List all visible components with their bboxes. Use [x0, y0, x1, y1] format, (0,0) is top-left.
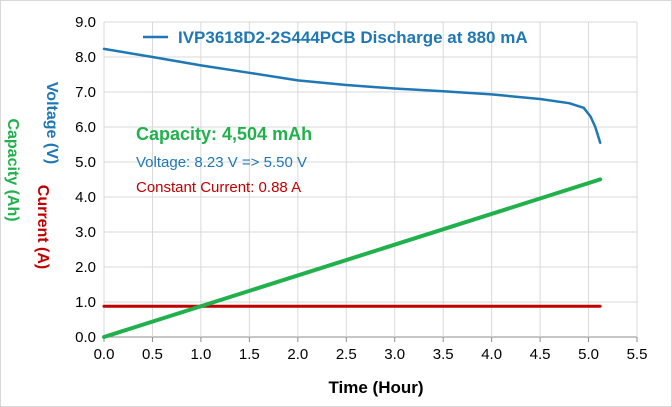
- x-tick-label: 2.5: [336, 346, 357, 363]
- x-tick-label: 0.0: [94, 346, 115, 363]
- grid-lines: [103, 21, 638, 342]
- x-tick-label: 1.5: [239, 346, 260, 363]
- x-tick-label: 2.0: [287, 346, 308, 363]
- legend: IVP3618D2-2S444PCB Discharge at 880 mA: [143, 28, 528, 47]
- y-tick-label: 8.0: [75, 49, 96, 66]
- x-axis-label: Time (Hour): [328, 378, 423, 397]
- y-tick-label: 5.0: [75, 154, 96, 171]
- y-axis-label-current: Current (A): [34, 185, 51, 269]
- y-tick-label: 6.0: [75, 119, 96, 136]
- x-tick-label: 5.0: [578, 346, 599, 363]
- x-tick-label: 1.0: [190, 346, 211, 363]
- series-line-voltage: [102, 47, 602, 145]
- x-tick-label: 5.5: [627, 346, 648, 363]
- y-tick-label: 7.0: [75, 84, 96, 101]
- y-tick-label: 2.0: [75, 259, 96, 276]
- annotation-voltage: Voltage: 8.23 V => 5.50 V: [136, 154, 307, 171]
- x-tick-label: 4.0: [481, 346, 502, 363]
- y-tick-label: 9.0: [75, 14, 96, 31]
- series-lines: [102, 47, 603, 339]
- y-tick-label: 1.0: [75, 294, 96, 311]
- x-tick-label: 3.0: [384, 346, 405, 363]
- y-axis-label-voltage: Voltage (V): [43, 82, 60, 164]
- tick-labels: 0.0 1.0 2.0 3.0 4.0 5.0 6.0 7.0 8.0 9.0 0.0 0.5 1.0 1…: [75, 14, 647, 363]
- x-tick-label: 0.5: [142, 346, 163, 363]
- chart-title: IVP3618D2-2S444PCB Discharge at 880 mA: [178, 28, 528, 47]
- y-tick-label: 0.0: [75, 329, 96, 346]
- x-tick-label: 4.5: [530, 346, 551, 363]
- annotation-capacity: Capacity: 4,504 mAh: [136, 124, 312, 144]
- y-tick-label: 4.0: [75, 189, 96, 206]
- annotation-current: Constant Current: 0.88 A: [136, 179, 301, 196]
- y-tick-label: 3.0: [75, 224, 96, 241]
- y-axis-label-capacity: Capacity (Ah): [4, 118, 21, 221]
- x-tick-label: 3.5: [433, 346, 454, 363]
- series-line-capacity: [102, 177, 603, 339]
